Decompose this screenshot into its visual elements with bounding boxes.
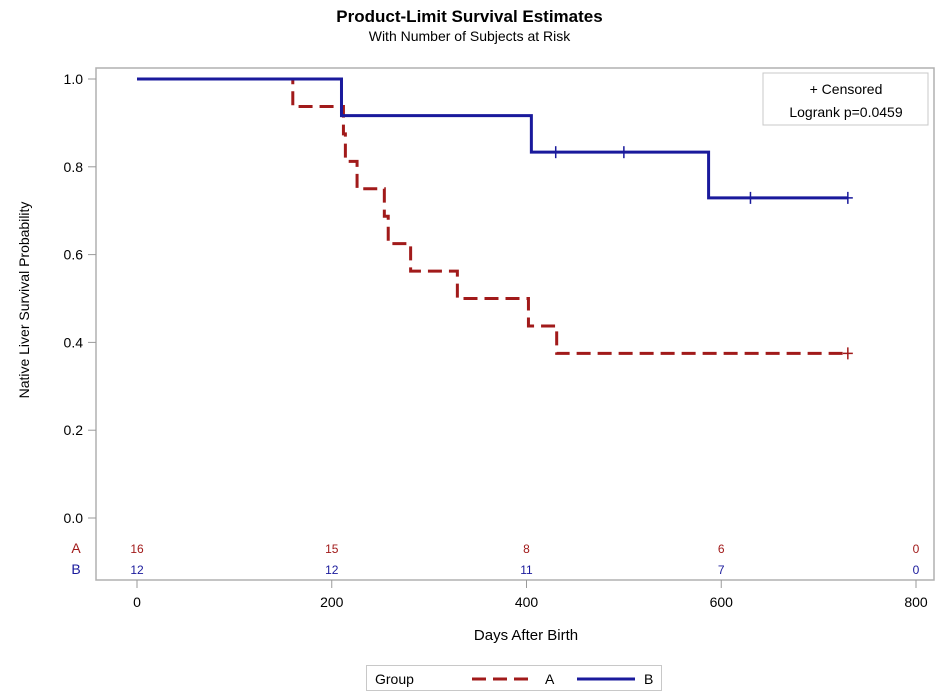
chart-subtitle: With Number of Subjects at Risk <box>368 28 571 44</box>
censored-label: + Censored <box>810 81 883 97</box>
at-risk-count: 11 <box>520 563 533 577</box>
at-risk-count: 12 <box>130 563 144 577</box>
x-tick-label: 600 <box>710 594 734 610</box>
y-tick-label: 0.0 <box>64 510 84 526</box>
y-tick-label: 0.2 <box>64 422 84 438</box>
at-risk-count: 0 <box>913 563 920 577</box>
x-tick-label: 200 <box>320 594 344 610</box>
at-risk-count: 8 <box>523 542 530 556</box>
censor-mark-a <box>842 347 853 360</box>
chart-title: Product-Limit Survival Estimates <box>336 7 603 26</box>
x-tick-label: 0 <box>133 594 141 610</box>
y-axis-label: Native Liver Survival Probability <box>16 202 32 399</box>
logrank-label: Logrank p=0.0459 <box>789 104 902 120</box>
plot-frame <box>95 67 935 581</box>
at-risk-count: 7 <box>718 563 725 577</box>
at-risk-count: 15 <box>325 542 339 556</box>
legend-label-a: A <box>545 671 555 687</box>
x-axis-label: Days After Birth <box>474 627 578 644</box>
x-tick-label: 400 <box>515 594 539 610</box>
at-risk-count: 16 <box>130 542 144 556</box>
at-risk-count: 0 <box>913 542 920 556</box>
y-tick-label: 0.8 <box>64 159 84 175</box>
series-line-a <box>137 77 848 355</box>
legend-label-b: B <box>644 671 653 687</box>
x-tick-label: 800 <box>904 594 928 610</box>
at-risk-group-a: A <box>71 540 81 556</box>
at-risk-table: A 16 15 8 6 0 B 12 12 11 7 0 <box>71 540 919 577</box>
series-line-b <box>137 77 848 200</box>
y-axis: 0.0 0.2 0.4 0.6 0.8 1.0 <box>64 71 96 526</box>
at-risk-count: 6 <box>718 542 725 556</box>
censor-mark-b <box>618 146 629 159</box>
legend-title: Group <box>375 671 414 687</box>
legend: Group A B <box>366 665 662 691</box>
y-tick-label: 0.6 <box>64 247 84 263</box>
at-risk-count: 12 <box>325 563 339 577</box>
y-tick-label: 0.4 <box>64 334 84 350</box>
at-risk-group-b: B <box>71 561 80 577</box>
inset-box: + Censored Logrank p=0.0459 <box>762 72 929 126</box>
censor-mark-b <box>842 191 853 204</box>
censor-mark-b <box>745 191 756 204</box>
censor-mark-b <box>550 146 561 159</box>
x-axis: 0 200 400 600 800 <box>133 580 928 610</box>
y-tick-label: 1.0 <box>64 71 84 87</box>
series-group <box>137 77 853 360</box>
